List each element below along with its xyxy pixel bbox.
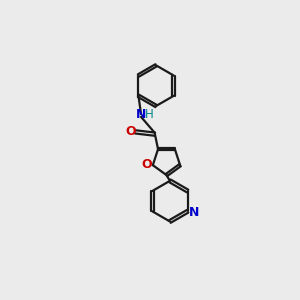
Text: H: H <box>145 108 154 121</box>
Text: O: O <box>125 125 136 138</box>
Text: N: N <box>189 206 199 219</box>
Text: N: N <box>136 108 146 121</box>
Text: O: O <box>142 158 152 171</box>
